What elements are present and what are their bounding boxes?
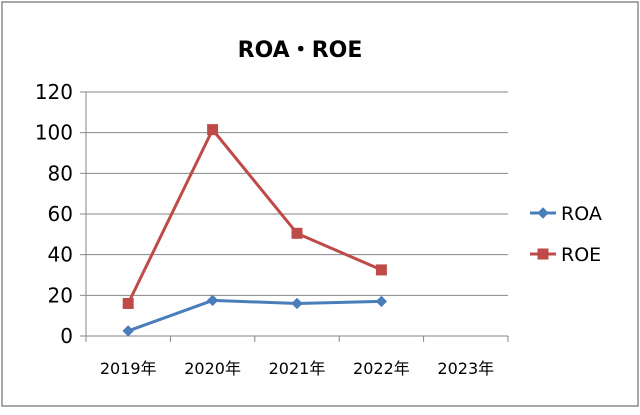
data-series xyxy=(122,124,388,337)
y-tick-label: 100 xyxy=(35,121,73,145)
y-tick-label: 120 xyxy=(35,80,73,104)
legend-roe-marker xyxy=(537,248,549,260)
tick-labels: 0 20 40 60 80 100 120 2019年 2020年 2021年 2022年 2023年 xyxy=(35,80,494,378)
chart-frame xyxy=(1,1,639,407)
roa-data-point xyxy=(206,294,219,307)
x-tick-label: 2020年 xyxy=(184,359,241,378)
roa-data-point xyxy=(291,297,303,310)
roa-series-line xyxy=(127,298,382,333)
legend-roa-marker xyxy=(537,207,549,219)
x-tick-label: 2023年 xyxy=(437,359,494,378)
roe-data-point xyxy=(375,264,387,276)
roe-data-point xyxy=(122,297,134,309)
legend-roe-label: ROE xyxy=(561,244,601,266)
y-tick-label: 0 xyxy=(60,324,73,348)
roa-data-point xyxy=(375,295,388,308)
y-tick-label: 20 xyxy=(48,283,73,307)
x-tick-label: 2019年 xyxy=(100,359,157,378)
roa-data-point xyxy=(122,325,134,337)
x-tick-label: 2022年 xyxy=(353,359,410,378)
y-tick-label: 40 xyxy=(48,243,73,267)
y-tick-label: 80 xyxy=(48,161,73,185)
x-tick-label: 2021年 xyxy=(269,359,326,378)
legend: ROA ROE xyxy=(530,203,602,266)
roe-series-line xyxy=(126,128,382,305)
roe-data-point xyxy=(291,227,303,239)
axes xyxy=(80,91,509,342)
legend-roa-label: ROA xyxy=(561,203,602,225)
grid-lines xyxy=(86,91,508,296)
y-tick-label: 60 xyxy=(48,202,73,226)
chart-title: ROA・ROE xyxy=(238,38,363,63)
roe-data-point xyxy=(207,124,219,136)
